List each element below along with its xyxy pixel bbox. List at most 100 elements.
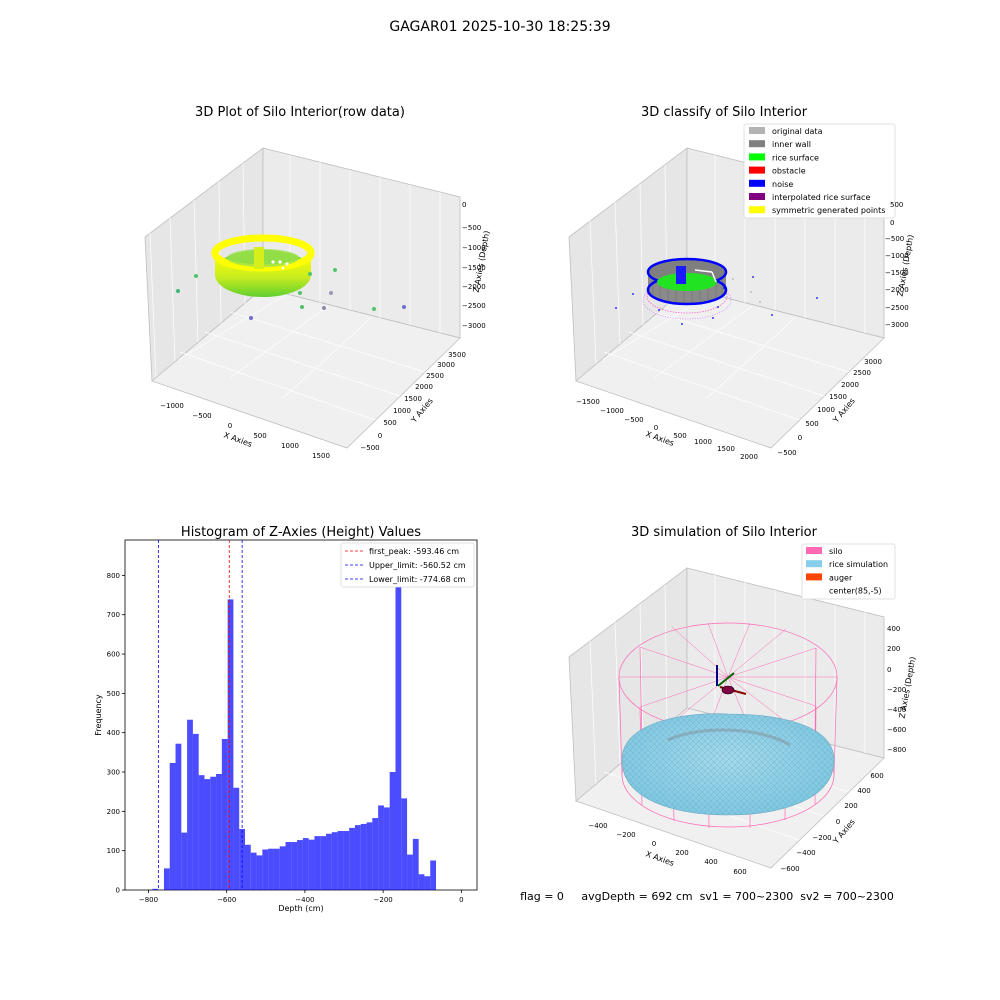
classify-point-cloud [615, 257, 818, 325]
sim-legend-label: auger [829, 573, 853, 582]
sim-z-ticks: 400 200 0 −200 −400 −600 −800 [887, 625, 906, 754]
sim-x-tick: 0 [652, 840, 656, 848]
classify-z-ticks: 500 0 −500 −1000 −1500 −2000 −2500 −3000 [885, 201, 909, 329]
hist-bar [268, 848, 274, 890]
hist-legend-label: Lower_limit: -774.68 cm [369, 575, 466, 584]
hist-bar [320, 836, 327, 890]
raw-x-ticks: −1000 −500 0 500 1000 1500 [160, 402, 330, 460]
classify-legend-swatch [749, 166, 765, 174]
hist-y-tick-label: 300 [107, 769, 120, 777]
raw-y-tick: 1500 [404, 395, 422, 403]
raw-x-tick: −1000 [160, 402, 184, 410]
hist-bar [198, 775, 205, 890]
hist-bar [169, 762, 176, 890]
sim-y-label: Y Axies [831, 817, 857, 846]
hist-x-tick-label: −600 [217, 896, 236, 904]
panel-classify-title: 3D classify of Silo Interior [641, 105, 808, 120]
hist-bar [285, 842, 292, 890]
sim-y-tick: 600 [870, 772, 883, 780]
classify-x-tick: −1000 [600, 407, 624, 415]
hist-bar [297, 840, 303, 890]
sim-z-tick: −600 [887, 726, 906, 734]
sim-rice-surface [621, 713, 835, 816]
hist-x-ticks: −800 −600 −400 −200 0 [139, 890, 464, 904]
raw-z-tick: 0 [462, 201, 466, 209]
raw-x-tick: 0 [228, 422, 232, 430]
hist-bar [192, 733, 199, 890]
raw-z-ticks: 0 −500 −1000 −1500 −2000 −2500 −3000 [462, 201, 486, 330]
classify-z-tick: −2500 [885, 304, 909, 312]
sim-z-tick: −800 [887, 746, 906, 754]
hist-y-tick-label: 800 [107, 572, 120, 580]
sim-z-tick: 200 [887, 645, 900, 653]
hist-bar [152, 888, 159, 890]
classify-y-tick: 2500 [853, 369, 871, 377]
hist-bar [395, 555, 402, 890]
classify-y-tick: 0 [798, 434, 802, 442]
hist-bar [308, 839, 315, 890]
raw-x-tick: 1000 [281, 442, 299, 450]
sim-y-ticks: −600 −400 −200 0 200 400 600 [780, 772, 883, 873]
hist-y-ticks: 0 100 200 300 400 500 600 700 800 [107, 572, 125, 895]
sim-y-tick: 200 [844, 802, 857, 810]
raw-y-tick: 2500 [426, 372, 444, 380]
hist-y-tick-label: 600 [107, 651, 120, 659]
hist-bar [372, 818, 379, 890]
hist-bars [152, 555, 437, 890]
hist-y-tick-label: 100 [107, 847, 120, 855]
hist-y-tick-label: 500 [107, 690, 120, 698]
hist-bar [412, 838, 419, 890]
classify-x-tick: 1000 [694, 438, 712, 446]
hist-bar [256, 855, 263, 890]
classify-x-tick: 500 [673, 432, 686, 440]
hist-bar [163, 868, 170, 890]
hist-bar [326, 833, 332, 890]
hist-bar [273, 848, 280, 890]
raw-y-tick: 500 [383, 419, 396, 427]
hist-bar [204, 779, 211, 890]
classify-legend-label: interpolated rice surface [772, 193, 870, 202]
hist-bar [331, 832, 338, 890]
sim-z-tick: −200 [887, 686, 906, 694]
classify-x-tick: 1500 [717, 445, 735, 453]
panel-classify: 3D classify of Silo Interior [568, 105, 916, 461]
sim-y-tick: −600 [780, 865, 799, 873]
sim-legend-label: center(85,-5) [829, 587, 882, 596]
hist-legend-label: Upper_limit: -560.52 cm [369, 561, 466, 570]
hist-bar [233, 787, 240, 890]
classify-legend-swatch [749, 179, 765, 187]
sim-legend-label: rice simulation [829, 560, 888, 569]
raw-point-cloud [176, 234, 406, 320]
raw-axes-box [144, 147, 461, 449]
sim-y-tick: −200 [812, 834, 831, 842]
sim-legend-swatch [806, 560, 822, 568]
raw-y-tick: 3000 [437, 361, 455, 369]
hist-bar [244, 844, 251, 890]
hist-title: Histogram of Z-Axies (Height) Values [181, 525, 421, 540]
hist-bar [227, 599, 234, 890]
hist-bar [210, 776, 217, 890]
classify-legend-swatch [749, 193, 765, 200]
hist-x-tick-label: −400 [295, 896, 314, 904]
classify-z-label: Z Axies (Depth) [896, 234, 916, 297]
raw-z-label: Z Axies (Depth) [472, 230, 492, 293]
hist-plot-area [124, 539, 478, 891]
hist-x-tick-label: −200 [374, 896, 393, 904]
hist-x-tick-label: −800 [139, 896, 158, 904]
classify-x-tick: −1500 [576, 398, 600, 406]
raw-x-label: X Axies [222, 430, 253, 449]
classify-y-tick: 2000 [841, 381, 859, 389]
hist-legend-label: first_peak: -593.46 cm [369, 547, 459, 556]
hist-bar [262, 849, 269, 890]
raw-z-tick: −1000 [462, 244, 486, 252]
hist-bar [216, 773, 222, 890]
classify-y-tick: 500 [805, 420, 818, 428]
sim-x-tick: 600 [733, 868, 746, 876]
hist-bar [279, 846, 286, 890]
hist-bar [239, 829, 245, 890]
raw-x-tick: 1500 [312, 452, 330, 460]
hist-bar [291, 842, 298, 890]
sim-x-label: X Axies [644, 849, 675, 868]
hist-bar [424, 876, 431, 890]
hist-bar [337, 831, 344, 890]
